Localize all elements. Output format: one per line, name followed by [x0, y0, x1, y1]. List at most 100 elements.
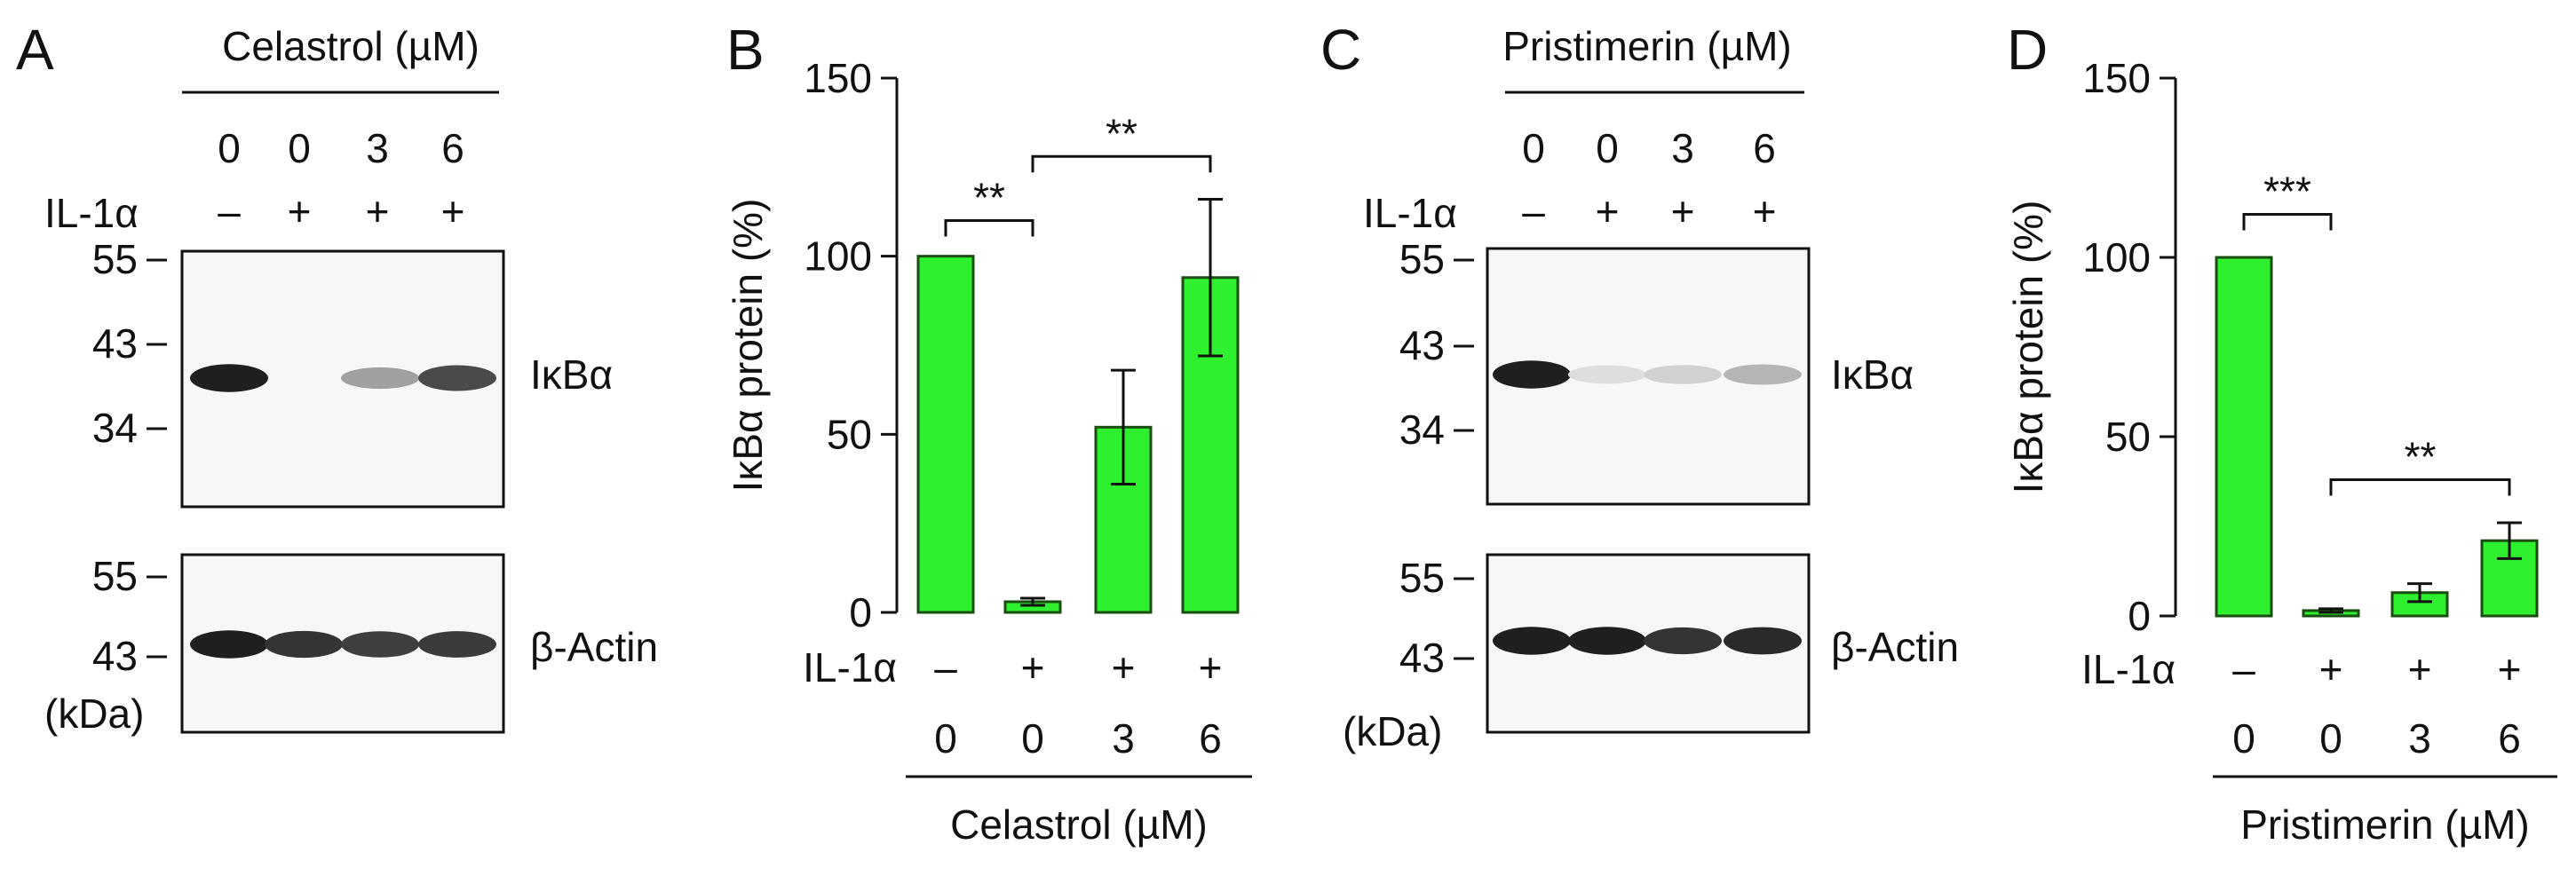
panel-a-bottom-band-2	[265, 630, 343, 659]
panel-d-bar-1	[2215, 256, 2273, 618]
panel-c-dose-2: 0	[1596, 125, 1619, 171]
panel-b-stim-2: +	[1021, 644, 1045, 691]
panel-c-top-bands	[1493, 360, 1802, 389]
panel-d-sig-label-2: **	[2405, 433, 2437, 479]
panel-b-chart: B 0 50 100 150 IκBα protein (%) ** ** IL-1α – + + +…	[725, 18, 1252, 848]
panel-c-stim-2: +	[1596, 188, 1620, 234]
panel-a-stim-2: +	[288, 188, 312, 234]
panel-b-ytick-label-0: 0	[849, 589, 872, 635]
panel-d-errorbar-4	[2497, 521, 2522, 560]
panel-d-dose-2: 0	[2319, 715, 2342, 762]
panel-d-dose-3: 3	[2408, 715, 2431, 762]
panel-a-stim-3: +	[366, 188, 390, 234]
panel-c-bottom-target: β-Actin	[1831, 624, 1959, 670]
panel-a-top-band-3	[341, 367, 419, 390]
panel-b-stim-1: –	[934, 644, 957, 691]
panel-c-marker-b43: 43	[1399, 635, 1445, 681]
panel-c-top-band-3	[1644, 365, 1722, 384]
panel-c-top-target: IκBα	[1831, 351, 1914, 398]
panel-b-dose-2: 0	[1021, 715, 1044, 762]
panel-c-stim-3: +	[1671, 188, 1695, 234]
panel-a-bottom-band-3	[341, 631, 419, 658]
panel-b-dose-3: 3	[1112, 715, 1135, 762]
panel-b-stim-4: +	[1199, 644, 1223, 691]
panel-b-stimulus-label: IL-1α	[803, 644, 897, 691]
panel-b-ylabel: IκBα protein (%)	[725, 199, 771, 493]
panel-a-top-bands	[190, 364, 496, 392]
panel-a-stim-1: –	[218, 188, 241, 234]
panel-a: A Celastrol (µM) 0 0 3 6 IL-1α – + + + 5…	[16, 18, 658, 737]
panel-c-dose-4: 6	[1753, 125, 1776, 171]
panel-c-marker-34: 34	[1399, 406, 1445, 453]
panel-a-dose-2: 0	[288, 125, 311, 171]
panel-d-ytick-label-150: 150	[2082, 55, 2151, 101]
panel-c-treatment-label: Pristimerin (µM)	[1502, 23, 1791, 69]
panel-b-dose-4: 6	[1199, 715, 1222, 762]
panel-d-ytick-label-0: 0	[2128, 593, 2151, 639]
panel-d-errorbar-3	[2407, 582, 2432, 604]
panel-a-bottom-band-1	[190, 630, 268, 659]
panel-c-marker-b55: 55	[1399, 555, 1445, 601]
panel-c-dose-1: 0	[1522, 125, 1545, 171]
panel-c-marker-55: 55	[1399, 236, 1445, 282]
panel-b-dose-1: 0	[934, 715, 957, 762]
panel-a-top-band-4	[418, 365, 496, 391]
panel-d-ylabel: IκBα protein (%)	[2005, 201, 2051, 494]
panel-d-sig-label-1: ***	[2263, 169, 2311, 215]
panel-a-top-target: IκBα	[530, 351, 613, 398]
panel-c-stimulus-label: IL-1α	[1363, 190, 1457, 236]
panel-c-bottom-band-3	[1644, 627, 1722, 655]
panel-d-ytick-label-100: 100	[2082, 234, 2151, 280]
panel-b-errorbar-2	[1020, 596, 1045, 607]
panel-b-bar-1	[916, 255, 975, 614]
panel-d-stim-4: +	[2498, 646, 2522, 692]
panel-a-unit-label: (kDa)	[44, 691, 144, 737]
panel-c-bottom-band-4	[1724, 627, 1802, 655]
panel-d-sig-bracket-2	[2329, 477, 2511, 496]
panel-b-ytick-label-150: 150	[804, 55, 872, 101]
panel-c-stim-1: –	[1522, 188, 1545, 234]
panel-a-stim-4: +	[441, 188, 465, 234]
panel-d-dose-1: 0	[2232, 715, 2255, 762]
panel-a-top-band-1	[190, 364, 268, 392]
panel-b-sig-bracket-1	[944, 219, 1034, 237]
panel-d-letter: D	[2007, 18, 2048, 82]
panel-c-unit-label: (kDa)	[1343, 708, 1442, 754]
panel-a-marker-b55: 55	[92, 553, 138, 599]
panel-b-stim-3: +	[1112, 644, 1136, 691]
panel-a-marker-b43: 43	[92, 633, 138, 679]
panel-b-sig-bracket-2	[1031, 154, 1212, 173]
panel-c-bottom-band-2	[1568, 627, 1646, 655]
panel-a-dose-3: 3	[366, 125, 389, 171]
panel-d-dose-4: 6	[2498, 715, 2521, 762]
panel-a-dose-4: 6	[441, 125, 464, 171]
panel-a-treatment-label: Celastrol (µM)	[222, 23, 480, 69]
panel-a-stimulus-label: IL-1α	[44, 190, 139, 236]
panel-a-marker-43: 43	[92, 320, 138, 367]
panel-b-xlabel: Celastrol (µM)	[950, 801, 1208, 848]
panel-d-stimulus-label: IL-1α	[2081, 646, 2176, 692]
panel-b-ytick-label-50: 50	[827, 411, 872, 457]
panel-b-letter: B	[726, 18, 765, 82]
panel-c-letter: C	[1320, 18, 1361, 82]
panel-d-stim-1: –	[2232, 646, 2255, 692]
panel-d-stim-3: +	[2408, 646, 2432, 692]
panel-b-bar-3	[1094, 425, 1153, 614]
panel-a-letter: A	[16, 18, 54, 82]
panel-c-marker-43: 43	[1399, 322, 1445, 368]
panel-d-ytick-label-50: 50	[2105, 414, 2151, 460]
panel-c-bottom-band-1	[1493, 627, 1571, 655]
panel-d-stim-2: +	[2319, 646, 2343, 692]
panel-a-marker-55: 55	[92, 236, 138, 282]
panel-c-dose-3: 3	[1671, 125, 1694, 171]
panel-c-bottom-bands	[1493, 627, 1802, 655]
panel-c-top-band-2	[1568, 365, 1646, 384]
panel-d-errorbar-2	[2318, 607, 2343, 614]
panel-d-xlabel: Pristimerin (µM)	[2240, 801, 2529, 848]
panel-b-ytick-label-100: 100	[804, 233, 872, 280]
panel-b-errorbar-4	[1198, 197, 1223, 358]
panel-c: C Pristimerin (µM) 0 0 3 6 IL-1α – + + +…	[1320, 18, 1959, 754]
panel-b-errorbar-3	[1111, 368, 1136, 486]
